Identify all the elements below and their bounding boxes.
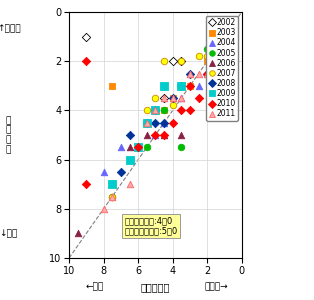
Point <box>136 145 141 150</box>
Point <box>179 59 184 64</box>
Point <box>222 59 227 64</box>
Point <box>187 108 192 113</box>
Point <box>205 71 210 76</box>
Point <box>153 133 158 137</box>
Point <box>205 59 210 64</box>
Point <box>170 103 175 108</box>
Point <box>213 59 218 64</box>
Point <box>127 182 132 187</box>
Point <box>205 46 210 51</box>
Point <box>153 108 158 113</box>
Text: ↑優れる: ↑優れる <box>0 24 20 33</box>
Point <box>84 59 89 64</box>
Point <box>187 83 192 88</box>
Point <box>110 182 115 187</box>
Point <box>144 120 149 125</box>
Point <box>110 194 115 199</box>
Point <box>196 54 201 59</box>
Point <box>118 169 123 174</box>
Text: ←劣る: ←劣る <box>86 283 104 292</box>
Point <box>136 145 141 150</box>
Point <box>153 96 158 100</box>
Point <box>144 120 149 125</box>
Point <box>196 83 201 88</box>
Point <box>136 145 141 150</box>
Point <box>196 96 201 100</box>
Point <box>161 133 166 137</box>
Point <box>205 71 210 76</box>
Point <box>161 108 166 113</box>
Point <box>110 194 115 199</box>
Point <box>205 54 210 59</box>
Point <box>153 120 158 125</box>
Point <box>136 145 141 150</box>
Point <box>161 96 166 100</box>
Point <box>213 96 218 100</box>
Point <box>170 96 175 100</box>
Point <box>187 83 192 88</box>
Point <box>110 194 115 199</box>
Point <box>179 83 184 88</box>
Point <box>127 145 132 150</box>
Point <box>179 59 184 64</box>
Point <box>161 120 166 125</box>
Point <box>153 108 158 113</box>
Text: にこまる平均:4．0
ヒノヒカリ平均:5．0: にこまる平均:4．0 ヒノヒカリ平均:5．0 <box>124 216 178 236</box>
Point <box>170 59 175 64</box>
Point <box>153 133 158 137</box>
Point <box>213 71 218 76</box>
Point <box>161 59 166 64</box>
Text: ヒノヒカリ: ヒノヒカリ <box>141 283 170 292</box>
Legend: 2002, 2003, 2004, 2005, 2006, 2007, 2008, 2009, 2010, 2011: 2002, 2003, 2004, 2005, 2006, 2007, 2008… <box>206 16 238 121</box>
Point <box>75 231 80 236</box>
Point <box>118 145 123 150</box>
Point <box>213 83 218 88</box>
Point <box>161 133 166 137</box>
Point <box>144 108 149 113</box>
Point <box>161 96 166 100</box>
Point <box>84 182 89 187</box>
Point <box>144 120 149 125</box>
Point <box>179 108 184 113</box>
Point <box>205 71 210 76</box>
Point <box>144 120 149 125</box>
Point <box>179 145 184 150</box>
Point <box>213 34 218 39</box>
Point <box>136 145 141 150</box>
Text: ↓劣る: ↓劣る <box>0 229 18 238</box>
Point <box>127 133 132 137</box>
Point <box>170 120 175 125</box>
Point <box>144 120 149 125</box>
Point <box>153 108 158 113</box>
Point <box>101 206 106 211</box>
Point <box>84 34 89 39</box>
Point <box>187 71 192 76</box>
Point <box>196 71 201 76</box>
Point <box>170 96 175 100</box>
Point <box>179 96 184 100</box>
Point <box>179 96 184 100</box>
Point <box>144 145 149 150</box>
Point <box>110 83 115 88</box>
Point <box>127 157 132 162</box>
Text: 優れる→: 優れる→ <box>204 283 228 292</box>
Point <box>144 133 149 137</box>
Point <box>179 133 184 137</box>
Point <box>161 83 166 88</box>
Point <box>213 59 218 64</box>
Point <box>101 169 106 174</box>
Point <box>170 96 175 100</box>
Text: に
こ
ま
る: に こ ま る <box>6 116 11 154</box>
Point <box>187 71 192 76</box>
Point <box>161 120 166 125</box>
Point <box>208 54 213 59</box>
Point <box>161 108 166 113</box>
Point <box>179 83 184 88</box>
